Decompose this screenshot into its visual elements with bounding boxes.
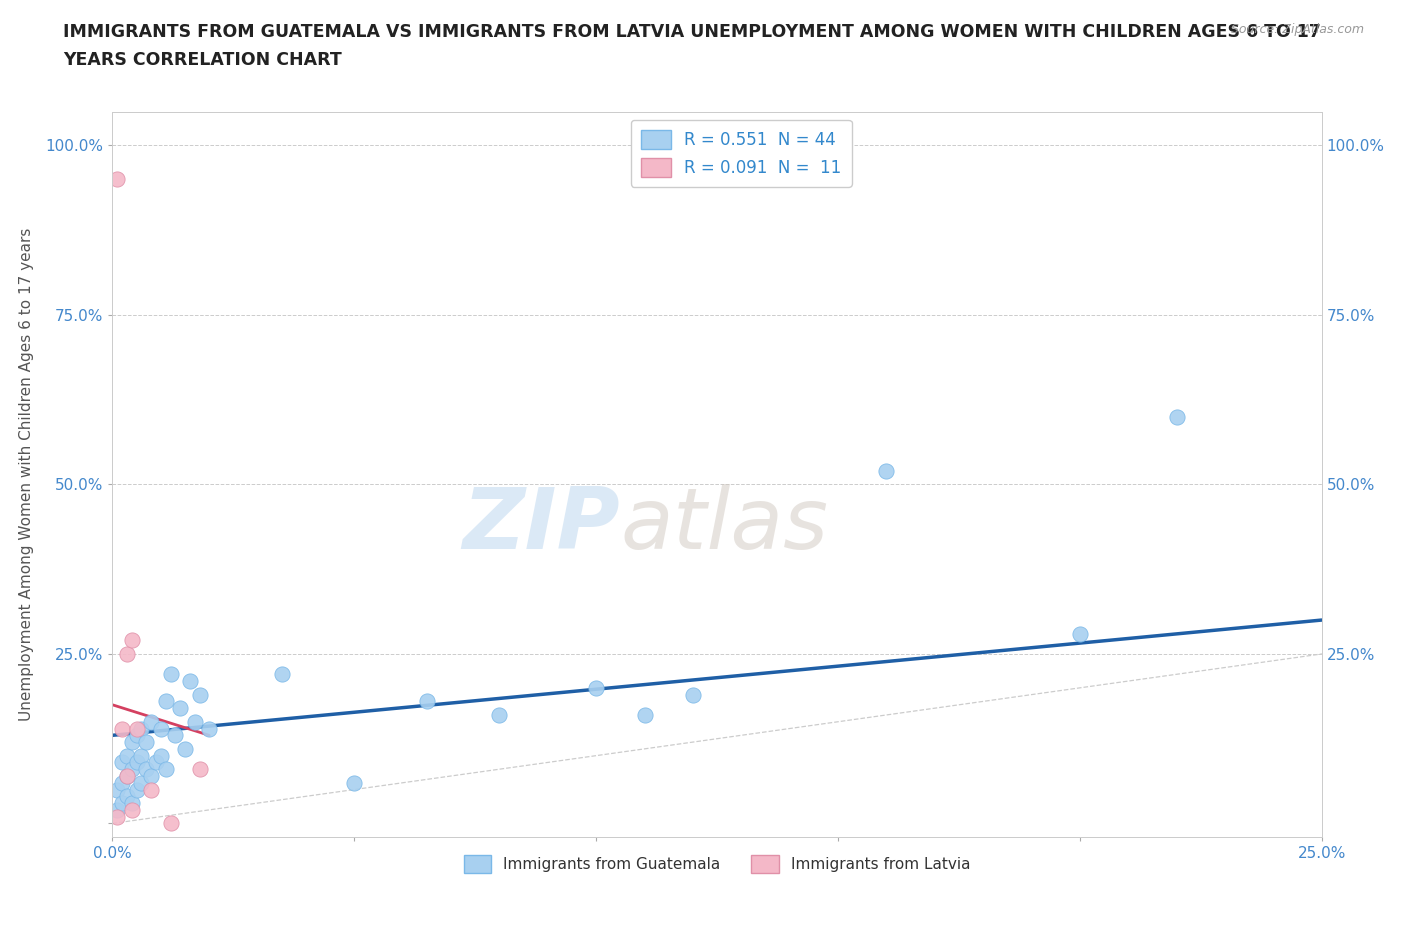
Text: atlas: atlas xyxy=(620,484,828,566)
Point xyxy=(188,762,211,777)
Text: YEARS CORRELATION CHART: YEARS CORRELATION CHART xyxy=(63,51,342,69)
Point xyxy=(198,721,221,736)
Point xyxy=(155,694,177,709)
Text: ZIP: ZIP xyxy=(463,484,620,566)
Point xyxy=(1069,626,1091,641)
Point xyxy=(1166,409,1188,424)
Point xyxy=(121,633,143,648)
Point xyxy=(416,694,439,709)
Point xyxy=(115,768,138,783)
Point xyxy=(188,687,211,702)
Point xyxy=(111,776,134,790)
Point xyxy=(149,749,172,764)
Point xyxy=(145,755,167,770)
Point xyxy=(105,803,128,817)
Point xyxy=(131,776,153,790)
Point xyxy=(115,789,138,804)
Point xyxy=(105,782,128,797)
Point xyxy=(121,796,143,811)
Point xyxy=(682,687,704,702)
Point xyxy=(115,749,138,764)
Point xyxy=(141,782,163,797)
Point xyxy=(165,728,187,743)
Point xyxy=(121,803,143,817)
Y-axis label: Unemployment Among Women with Children Ages 6 to 17 years: Unemployment Among Women with Children A… xyxy=(20,228,34,721)
Legend: Immigrants from Guatemala, Immigrants from Latvia: Immigrants from Guatemala, Immigrants fr… xyxy=(456,847,979,880)
Point xyxy=(121,735,143,750)
Point xyxy=(125,728,148,743)
Point xyxy=(115,768,138,783)
Point xyxy=(135,762,157,777)
Point xyxy=(585,681,607,696)
Text: IMMIGRANTS FROM GUATEMALA VS IMMIGRANTS FROM LATVIA UNEMPLOYMENT AMONG WOMEN WIT: IMMIGRANTS FROM GUATEMALA VS IMMIGRANTS … xyxy=(63,23,1322,41)
Point xyxy=(633,708,655,723)
Point xyxy=(131,721,153,736)
Point xyxy=(183,714,205,729)
Point xyxy=(159,816,181,830)
Point xyxy=(111,721,134,736)
Point xyxy=(125,755,148,770)
Point xyxy=(131,749,153,764)
Point xyxy=(105,172,128,187)
Point xyxy=(149,721,172,736)
Point xyxy=(174,741,197,756)
Point xyxy=(875,463,897,478)
Point xyxy=(141,768,163,783)
Point xyxy=(270,667,292,682)
Point xyxy=(111,796,134,811)
Point xyxy=(159,667,181,682)
Point xyxy=(115,646,138,661)
Point xyxy=(135,735,157,750)
Point xyxy=(141,714,163,729)
Point xyxy=(155,762,177,777)
Point xyxy=(488,708,510,723)
Point xyxy=(179,673,201,688)
Text: Source: ZipAtlas.com: Source: ZipAtlas.com xyxy=(1230,23,1364,36)
Point xyxy=(125,782,148,797)
Point xyxy=(125,721,148,736)
Point xyxy=(111,755,134,770)
Point xyxy=(121,762,143,777)
Point xyxy=(169,700,191,715)
Point xyxy=(105,809,128,824)
Point xyxy=(343,776,366,790)
